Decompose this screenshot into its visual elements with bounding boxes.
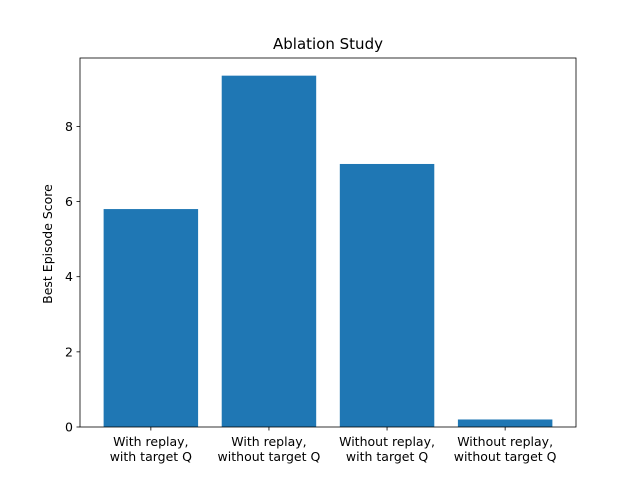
x-tick-label-line: with target Q — [346, 449, 428, 464]
bar-1 — [221, 75, 317, 427]
y-tick-label-0: 0 — [65, 420, 73, 435]
bar-0 — [103, 209, 199, 427]
y-axis-label: Best Episode Score — [40, 184, 55, 304]
y-tick-label-1: 2 — [65, 344, 73, 359]
x-tick-label-line: without target Q — [454, 449, 557, 464]
x-tick-label-line: Without replay, — [457, 434, 553, 449]
bar-3 — [457, 419, 553, 427]
y-tick-label-2: 4 — [65, 269, 73, 284]
bar-2 — [339, 163, 435, 427]
x-tick-label-3: Without replay, without target Q — [454, 434, 557, 464]
axes-frame — [79, 57, 577, 428]
x-tick-label-line: with target Q — [110, 449, 192, 464]
chart-title: Ablation Study — [273, 35, 383, 53]
x-tick-label-1: With replay, without target Q — [218, 434, 321, 464]
x-tick-label-line: without target Q — [218, 449, 321, 464]
y-tick-label-4: 8 — [65, 119, 73, 134]
x-tick-label-line: Without replay, — [339, 434, 435, 449]
y-tick-label-3: 6 — [65, 194, 73, 209]
x-tick-label-line: With replay, — [113, 434, 188, 449]
x-tick-label-line: With replay, — [231, 434, 306, 449]
x-tick-label-2: Without replay, with target Q — [339, 434, 435, 464]
x-tick-label-0: With replay, with target Q — [110, 434, 192, 464]
